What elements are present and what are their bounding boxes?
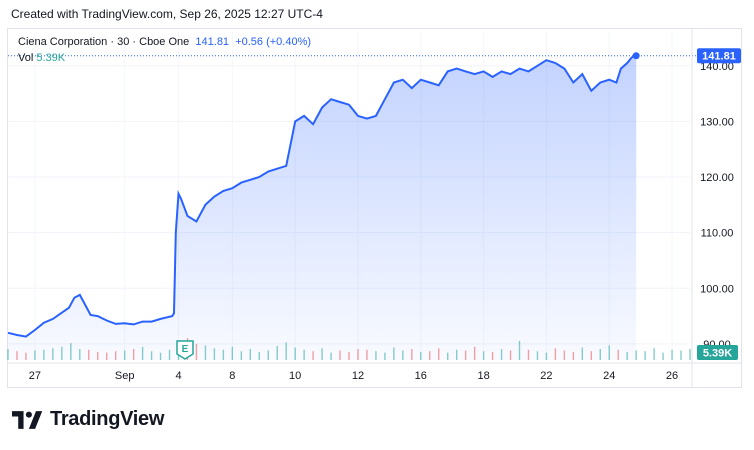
x-tick-label: 26	[666, 370, 678, 382]
volume-bar	[644, 351, 646, 360]
tradingview-logo-icon	[12, 410, 43, 429]
x-tick-label: 24	[603, 370, 615, 382]
x-tick-label: 27	[29, 370, 41, 382]
exchange-label: Cboe One	[139, 36, 190, 48]
x-tick-label: 18	[477, 370, 489, 382]
last-price-tag: 141.81	[697, 48, 741, 64]
tradingview-logo-text: TradingView	[50, 408, 165, 430]
x-tick-label: 22	[540, 370, 552, 382]
volume-label: 5.39K	[703, 348, 732, 360]
volume-legend-label: Vol	[18, 52, 34, 64]
chart-caption: Created with TradingView.com, Sep 26, 20…	[11, 7, 323, 21]
earnings-marker[interactable]: E	[176, 340, 194, 360]
volume-bar	[671, 349, 673, 360]
volume-bar	[653, 348, 655, 360]
last-price-dot	[632, 52, 640, 60]
last-price-label: 141.81	[702, 51, 736, 63]
earnings-marker-label: E	[182, 344, 189, 355]
legend-change: +0.56 (+0.40%)	[235, 36, 312, 48]
legend-separator: ·	[110, 36, 118, 48]
volume-legend-value: 5.39K	[36, 52, 66, 64]
tradingview-logo[interactable]: TradingView	[12, 408, 164, 431]
price-line	[7, 54, 637, 338]
y-tick-label: 110.00	[701, 228, 734, 240]
y-tick-label: 100.00	[700, 283, 734, 295]
legend-separator: ·	[132, 36, 140, 48]
price-area-fill	[8, 55, 637, 360]
time-axis: 27 Sep 4 8 10 12 16 18 22 24 26	[7, 362, 742, 382]
legend-last-price: 141.81	[195, 36, 230, 48]
volume-bar	[680, 350, 682, 360]
volume-tag: 5.39K	[697, 345, 738, 360]
volume-legend: Vol 5.39K	[18, 52, 65, 64]
symbol-name: Ciena Corporation	[18, 36, 108, 48]
interval-label: 30	[117, 36, 130, 48]
x-tick-label: 10	[289, 370, 301, 382]
symbol-legend: Ciena Corporation · 30 · Cboe One 141.81…	[18, 36, 311, 48]
x-tick-label: Sep	[115, 370, 135, 382]
x-tick-label: 16	[415, 370, 427, 382]
volume-bar	[689, 349, 691, 360]
y-tick-label: 130.00	[700, 116, 734, 128]
x-tick-label: 8	[229, 370, 235, 382]
x-tick-label: 4	[175, 370, 181, 382]
x-tick-label: 12	[352, 370, 364, 382]
volume-bar	[662, 352, 664, 360]
y-tick-label: 140.00	[700, 61, 734, 73]
y-tick-label: 120.00	[700, 172, 734, 184]
